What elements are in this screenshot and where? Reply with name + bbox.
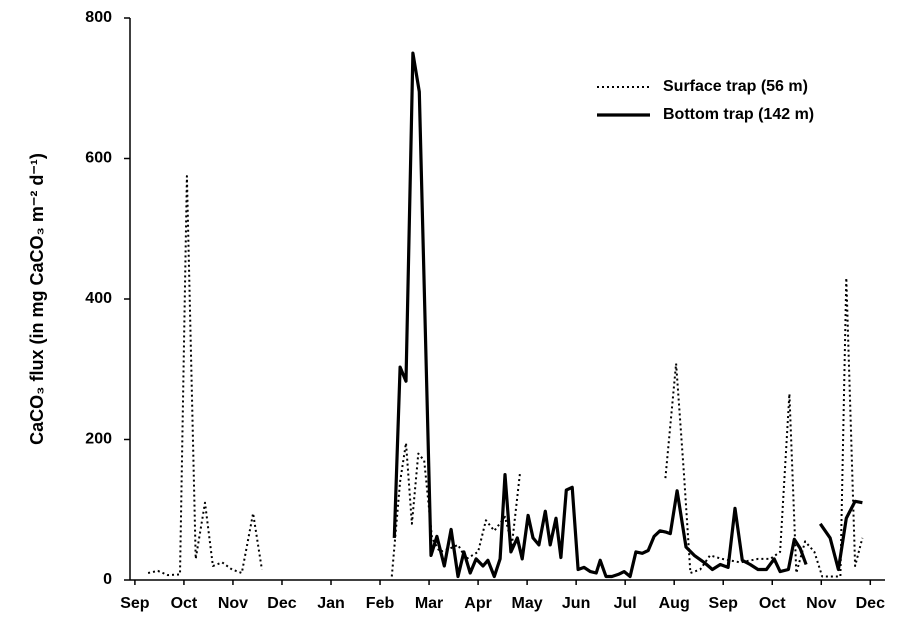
x-tick-label: Apr: [464, 595, 492, 612]
legend-label: Bottom trap (142 m): [663, 106, 814, 123]
data-line: [392, 51, 808, 579]
y-axis-label: CaCO₃ flux (in mg CaCO₃ m⁻² d⁻¹): [27, 153, 47, 445]
x-tick-label: Nov: [806, 595, 836, 612]
y-tick-label: 0: [103, 571, 112, 588]
legend-label: Surface trap (56 m): [663, 78, 808, 95]
y-tick-label: 400: [85, 290, 112, 307]
data-line: [147, 175, 263, 577]
data-line: [390, 442, 522, 577]
y-tick-label: 600: [85, 150, 112, 167]
x-tick-label: Jun: [562, 595, 590, 612]
y-tick-label: 200: [85, 431, 112, 448]
x-tick-label: Feb: [366, 595, 395, 612]
x-tick-label: Oct: [759, 595, 786, 612]
x-tick-label: Mar: [415, 595, 443, 612]
x-tick-label: Oct: [171, 595, 198, 612]
x-tick-label: May: [512, 595, 543, 612]
x-tick-label: Dec: [267, 595, 296, 612]
y-tick-label: 800: [85, 9, 112, 26]
x-tick-label: Dec: [856, 595, 885, 612]
x-tick-label: Nov: [218, 595, 248, 612]
x-tick-label: Jan: [317, 595, 345, 612]
data-line: [818, 499, 863, 572]
x-tick-label: Jul: [614, 595, 637, 612]
x-tick-label: Sep: [709, 595, 739, 612]
x-tick-label: Aug: [659, 595, 690, 612]
data-line: [664, 276, 864, 578]
x-tick-label: Sep: [120, 595, 150, 612]
